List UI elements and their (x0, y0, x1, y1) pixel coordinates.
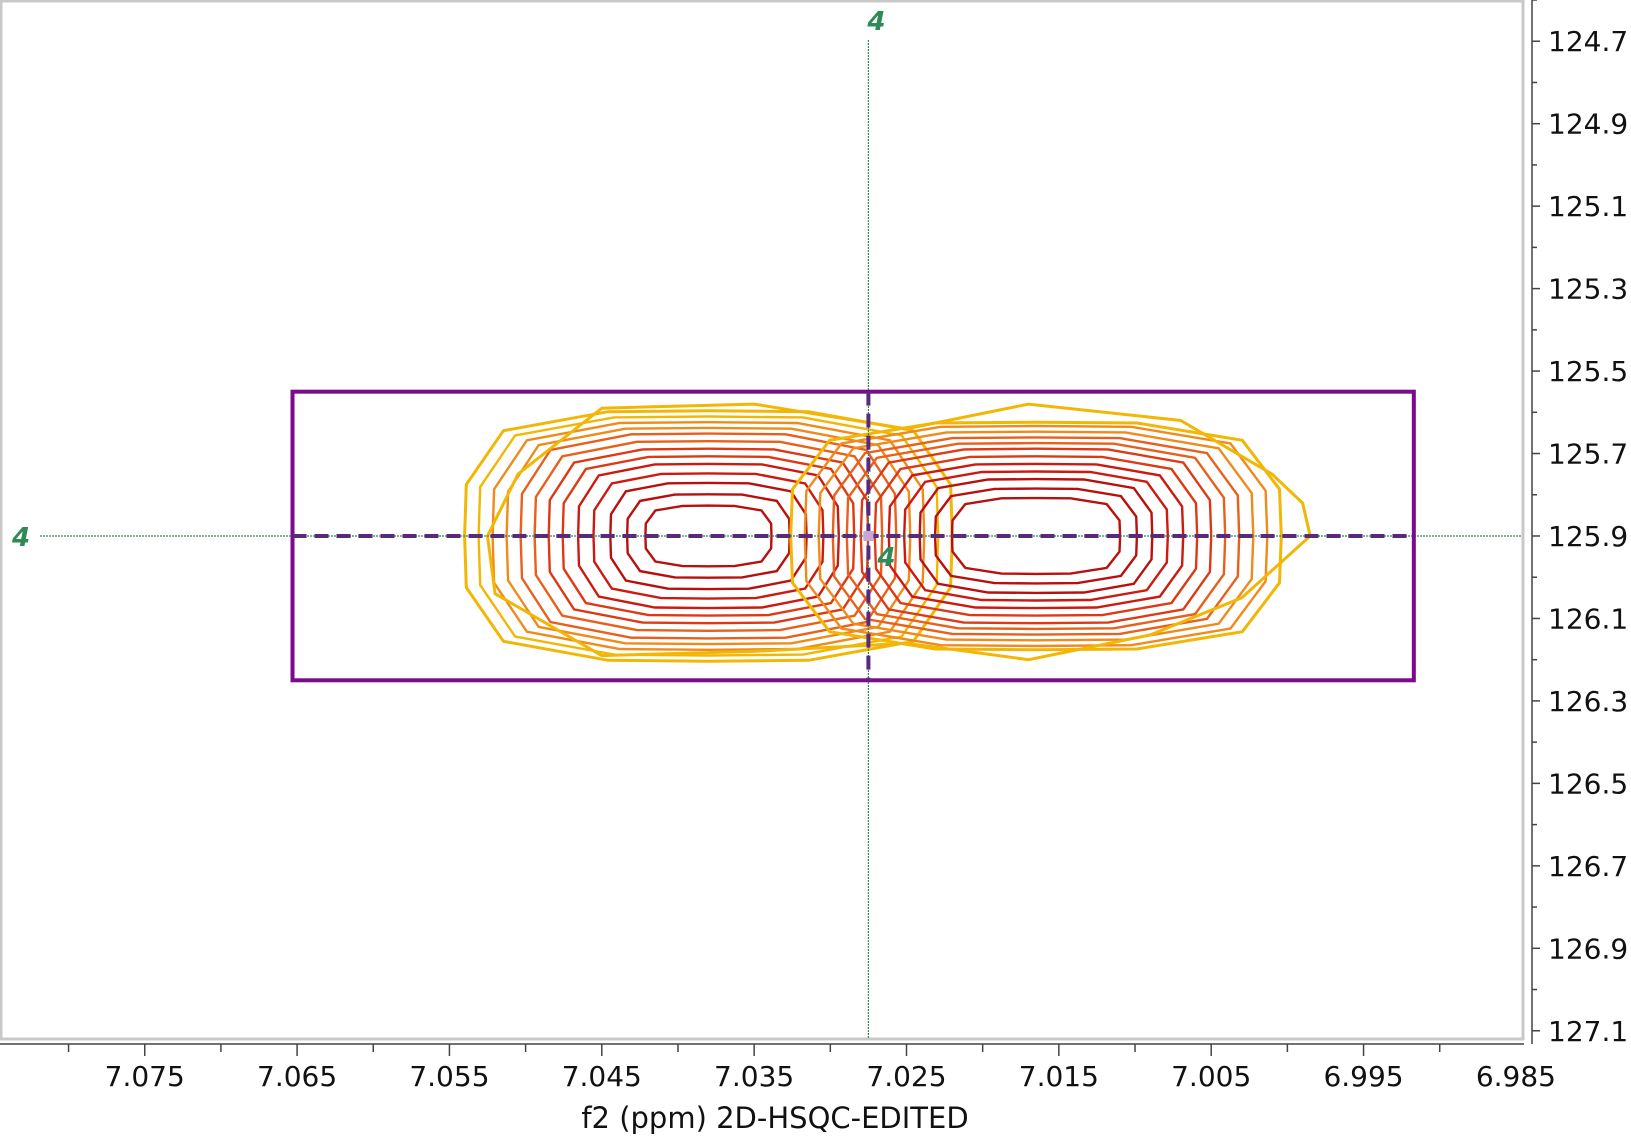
y-axis: 124.7 124.9 125.1 125.3 125.5 125.7 125.9 126.1… (1531, 0, 1628, 1048)
y-tick-label: 125.9 (1548, 520, 1628, 553)
peak-label-center: 4 (876, 543, 895, 573)
y-tick-label: 126.1 (1548, 602, 1628, 635)
peak-label-left: 4 (11, 523, 30, 553)
x-tick-label: 6.985 (1476, 1060, 1556, 1093)
integration-region (290, 389, 1416, 683)
contour-outer-envelope (485, 402, 1312, 662)
x-tick-label: 7.015 (1019, 1060, 1099, 1093)
x-axis-title: f2 (ppm) 2D-HSQC-EDITED (581, 1101, 968, 1135)
x-tick-label: 7.055 (409, 1060, 489, 1093)
integration-center-marker (863, 530, 874, 541)
y-tick-label: 124.7 (1548, 25, 1628, 58)
peak-label-top: 4 (866, 7, 885, 37)
x-tick-label: 7.035 (714, 1060, 794, 1093)
contour-left-2 (491, 420, 926, 652)
x-tick-label: 7.065 (257, 1060, 337, 1093)
x-axis: 7.075 7.065 7.055 7.045 7.035 7.025 7.015 7.005… (0, 1043, 1556, 1093)
y-tick-label: 127.1 (1548, 1015, 1628, 1048)
contour-right-8 (902, 470, 1170, 602)
y-tick-label: 126.3 (1548, 685, 1628, 718)
y-tick-label: 125.7 (1548, 438, 1628, 471)
y-tick-label: 124.9 (1548, 108, 1628, 141)
contour-left-12 (644, 504, 773, 568)
y-tick-label: 125.5 (1548, 355, 1628, 388)
y-tick-label: 125.1 (1548, 190, 1628, 223)
x-tick-label: 7.075 (105, 1060, 185, 1093)
y-tick-label: 125.3 (1548, 273, 1628, 306)
contour-left-5 (533, 439, 884, 633)
x-tick-label: 7.045 (562, 1060, 642, 1093)
y-tick-label: 126.9 (1548, 932, 1628, 965)
x-tick-label: 7.025 (866, 1060, 946, 1093)
plot-frame (0, 0, 1525, 1041)
x-tick-label: 7.005 (1171, 1060, 1251, 1093)
y-tick-label: 126.5 (1548, 767, 1628, 800)
x-tick-label: 6.995 (1323, 1060, 1403, 1093)
y-tick-label: 126.7 (1548, 850, 1628, 883)
